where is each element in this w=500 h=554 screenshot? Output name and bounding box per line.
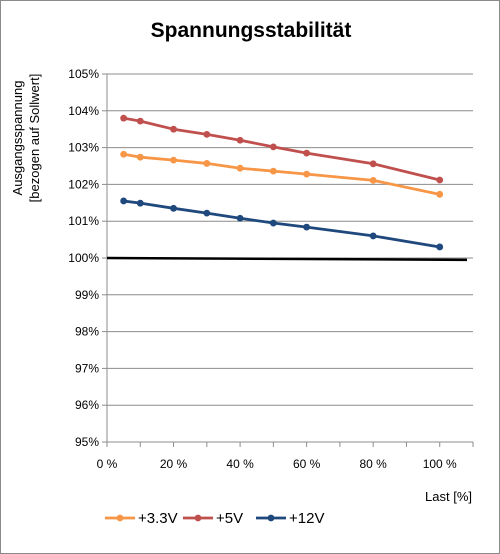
data-point [236,136,244,144]
data-point [170,156,177,164]
x-axis-label: Last [%] [425,489,472,504]
reference-layer [106,256,468,262]
data-point [136,153,144,161]
data-point [303,223,311,231]
x-tick-label: 0 % [97,457,118,471]
data-point [120,114,128,122]
y-tick-label: 102% [68,177,99,191]
data-point [203,209,211,217]
x-tick-label: 20 % [160,457,188,471]
data-point [236,164,244,172]
chart-title: Spannungsstabilität [151,19,352,42]
data-point [203,130,211,138]
y-axis-label-line2: [bezogen auf Sollwert] [27,74,42,203]
data-point [269,167,277,175]
data-point [170,204,177,212]
data-point [269,143,277,151]
legend: +3.3V +5V +12V [105,510,324,527]
y-tick-label: 100% [68,251,99,265]
data-point [436,243,444,251]
legend-swatch-marker [116,514,124,522]
reference-line-100 [106,256,468,262]
y-tick-label: 96% [75,398,99,412]
x-tick-label: 60 % [293,457,321,471]
data-point [369,232,377,240]
data-point [436,176,444,184]
data-point [436,190,444,198]
legend-label: +12V [289,510,324,527]
y-tick-label: 101% [68,214,99,228]
y-tick-label: 99% [75,288,99,302]
data-point [120,150,128,158]
y-tick-label: 97% [75,361,99,375]
y-tick-label: 98% [75,325,99,339]
data-point [136,199,144,207]
data-point [236,214,244,222]
tick-labels-layer: 95% 96% 97% 98% 99% 100% 101% 102% 103% 104% 105% 0… [68,67,457,471]
data-point [120,197,128,205]
y-tick-label: 103% [68,141,99,155]
y-tick-label: 104% [68,104,99,118]
legend-swatch-marker [267,514,275,522]
legend-label: +3.3V [138,510,178,527]
data-point [303,149,311,157]
data-point [369,160,377,168]
y-axis-label-line1: Ausgangsspannung [10,81,25,196]
data-point [269,219,277,227]
grid-layer [107,73,473,406]
x-tick-label: 100 % [423,457,457,471]
data-point [203,160,211,167]
y-tick-label: 95% [75,435,99,449]
x-tick-label: 40 % [226,457,254,471]
data-point [369,176,377,184]
data-point [136,117,144,125]
data-point [303,170,311,178]
x-tick-label: 80 % [360,457,388,471]
series-layer [120,114,444,251]
legend-label: +5V [216,510,243,527]
y-tick-label: 105% [68,67,99,81]
legend-swatch-marker [194,514,202,522]
data-point [170,125,177,133]
